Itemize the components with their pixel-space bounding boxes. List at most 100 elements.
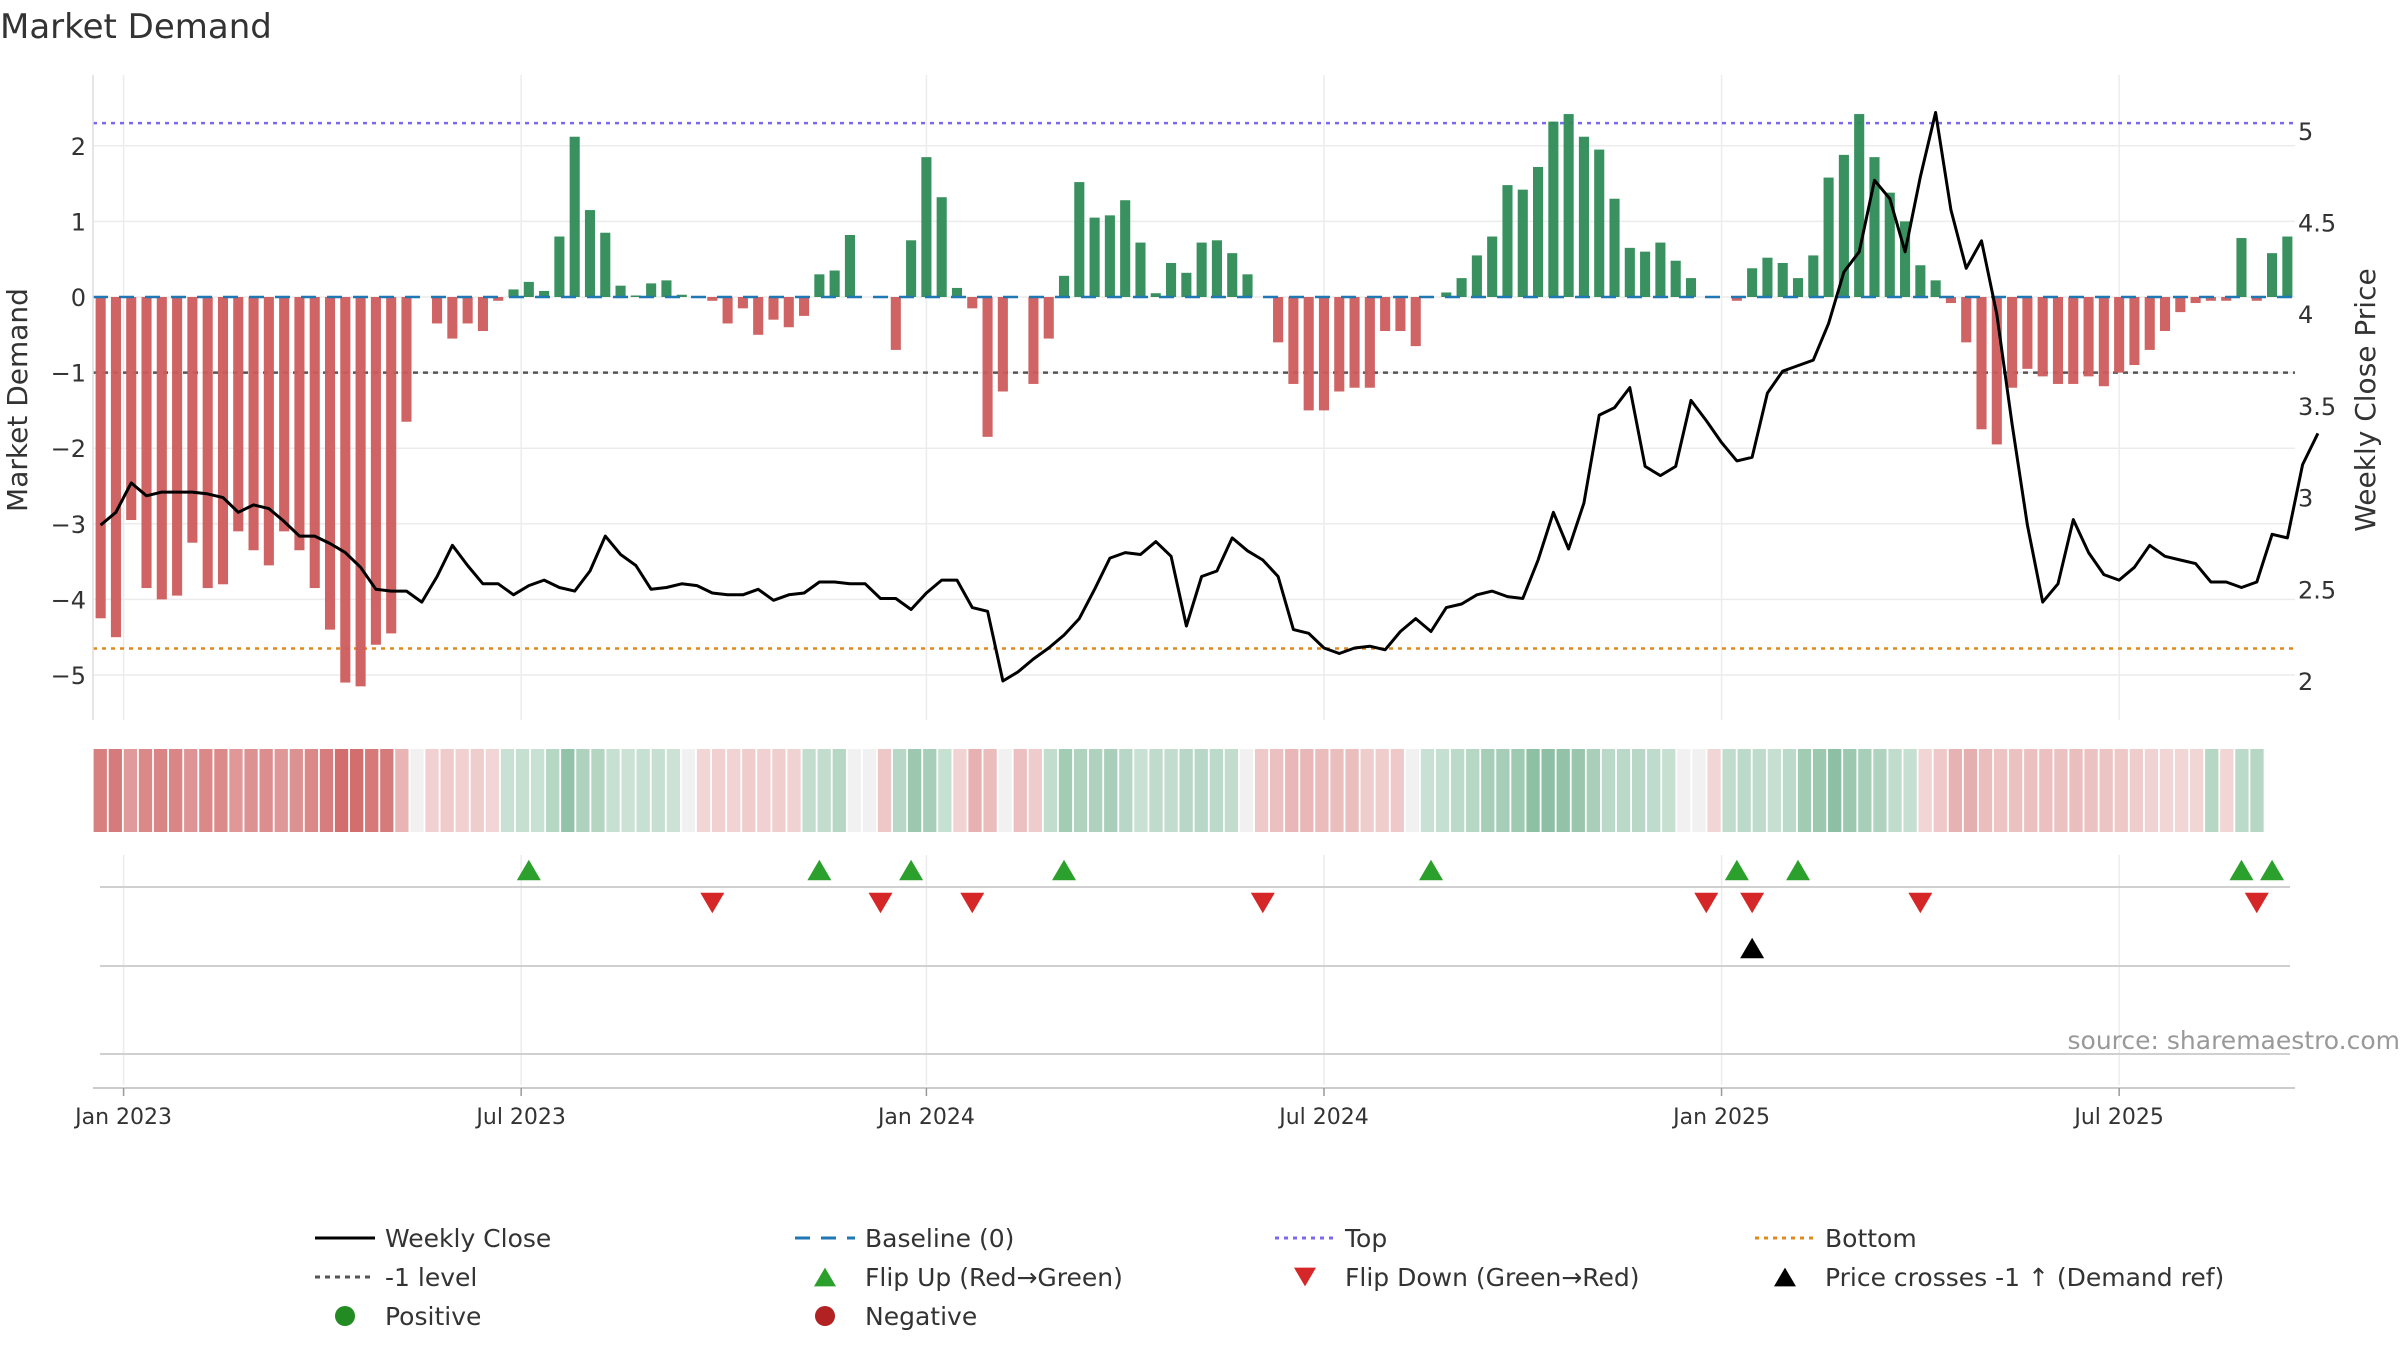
strip-cell: [2024, 749, 2038, 832]
legend-label: Flip Down (Green→Red): [1345, 1263, 1640, 1292]
demand-bar: [890, 297, 901, 350]
demand-bar: [2068, 297, 2079, 384]
strip-cell: [772, 749, 786, 832]
reference-lines: [93, 121, 2295, 650]
strip-cell: [923, 749, 937, 832]
strip-cell: [1873, 749, 1887, 832]
strip-cell: [334, 749, 349, 832]
strip-cell: [169, 749, 183, 832]
legend-marker-circle: [815, 1306, 835, 1326]
demand-bar: [1624, 247, 1635, 297]
y-tick-label: −1: [51, 360, 86, 388]
demand-bar: [1777, 262, 1788, 297]
strip-cell: [742, 749, 756, 832]
strip-cell: [636, 749, 650, 832]
strip-cell: [1224, 749, 1239, 832]
flip-up-marker: [1786, 859, 1811, 881]
demand-bar: [936, 197, 947, 297]
demand-bar: [1227, 253, 1238, 297]
strip-cell: [1315, 749, 1329, 832]
strip-cell: [485, 749, 500, 832]
strip-cell: [1119, 749, 1133, 832]
demand-bar: [1961, 297, 1972, 343]
demand-bar: [921, 157, 932, 297]
strip-cell: [1888, 749, 1902, 832]
demand-bar: [2129, 297, 2140, 366]
strip-cell: [1722, 749, 1736, 832]
strip-cell: [576, 749, 590, 832]
strip-cell: [1209, 749, 1223, 832]
demand-bar: [1945, 297, 1956, 304]
demand-bar: [110, 297, 121, 638]
strip-cell: [1662, 749, 1676, 832]
demand-bar: [539, 290, 550, 297]
demand-bar: [95, 297, 106, 619]
grid-layer: [93, 75, 2295, 1085]
flip-up-marker: [1724, 859, 1749, 881]
strip-cell: [561, 749, 575, 832]
price-layer: [99, 111, 2320, 683]
strip-cell: [1647, 749, 1661, 832]
strip-cell: [817, 749, 831, 832]
y-tick-label: 2: [71, 133, 86, 161]
demand-bar: [646, 283, 657, 297]
flip-up-marker: [2260, 859, 2285, 881]
flip-up-marker: [516, 859, 541, 881]
strip-cell: [1843, 749, 1857, 832]
flip-up-marker: [1052, 859, 1077, 881]
y2-tick-label: 5: [2298, 118, 2313, 146]
demand-bar: [814, 274, 825, 297]
strip-cell: [1179, 749, 1193, 832]
strip-cell: [1752, 749, 1766, 832]
demand-bar: [1808, 255, 1819, 297]
demand-bar: [1349, 297, 1360, 388]
x-tick-label: Jan 2023: [73, 1105, 172, 1130]
legend-label: Weekly Close: [385, 1224, 551, 1253]
demand-bar: [2282, 236, 2293, 297]
demand-bar: [2221, 297, 2232, 301]
flip-up-marker: [1419, 859, 1444, 881]
demand-bar: [432, 297, 443, 324]
strip-cell: [727, 749, 741, 832]
strip-cell: [2190, 749, 2204, 832]
demand-bar: [2236, 238, 2247, 297]
strip-cell: [365, 749, 379, 832]
strip-cell: [1601, 749, 1616, 832]
y-tick-label: 0: [71, 284, 86, 312]
demand-bar: [401, 297, 412, 422]
strip-cell: [380, 749, 394, 832]
strip-cell: [289, 749, 303, 832]
demand-bar: [737, 297, 748, 309]
demand-bar: [982, 297, 993, 437]
demand-bar: [1487, 236, 1498, 297]
demand-bars: [95, 114, 2293, 687]
y2-tick-label: 2: [2298, 668, 2313, 696]
strip-cell: [425, 749, 439, 832]
legend-label: -1 level: [385, 1263, 477, 1292]
strip-cell: [1933, 749, 1947, 832]
strip-cell: [1797, 749, 1812, 832]
demand-bar: [1991, 297, 2002, 445]
strip-cell: [953, 749, 967, 832]
demand-bar: [1548, 121, 1559, 297]
demand-bar: [1074, 182, 1085, 297]
flip-up-marker: [2229, 859, 2254, 881]
legend-label: Top: [1344, 1224, 1387, 1253]
strip-cell: [696, 749, 711, 832]
demand-bar: [217, 297, 229, 585]
demand-bar: [2083, 297, 2094, 377]
demand-bar: [1364, 297, 1375, 388]
demand-bar: [1900, 221, 1911, 297]
y2-tick-label: 3: [2298, 485, 2313, 513]
flip-down-marker: [1250, 892, 1275, 914]
demand-bar: [1334, 297, 1345, 392]
demand-bar: [477, 297, 488, 332]
strip-cell: [2009, 749, 2023, 832]
demand-bar: [2159, 297, 2171, 332]
demand-bar: [1089, 217, 1100, 297]
strip-cell: [259, 749, 273, 832]
strip-cell: [1330, 749, 1344, 832]
strip-cell: [244, 749, 258, 832]
strip-cell: [1812, 749, 1827, 832]
strip-cell: [1089, 749, 1103, 832]
